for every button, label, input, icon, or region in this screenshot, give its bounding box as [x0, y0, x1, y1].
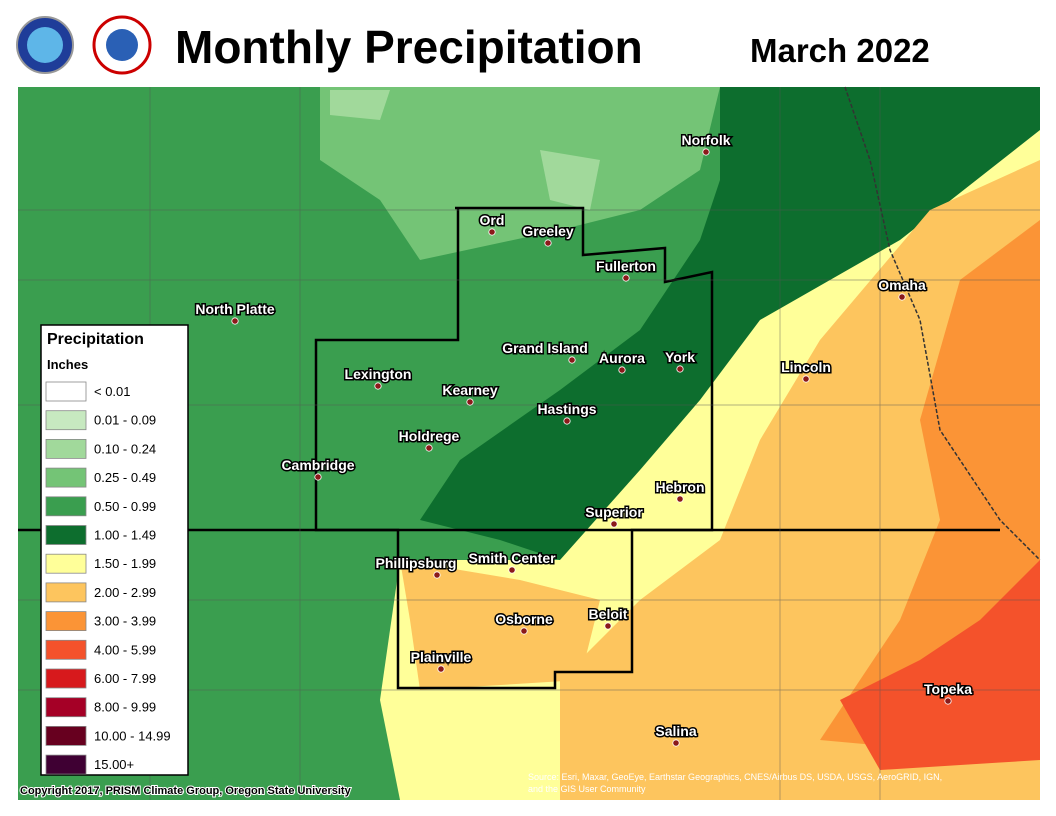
legend-label: 8.00 - 9.99 [94, 700, 156, 715]
city-label: Salina [655, 723, 696, 739]
map [18, 86, 1041, 800]
city-label: Ord [480, 212, 505, 228]
legend-swatch [45, 668, 87, 689]
city-marker [604, 622, 612, 630]
city-marker [672, 739, 680, 747]
city-label: North Platte [195, 301, 275, 317]
city-label: Lincoln [781, 359, 831, 375]
city-label: Smith Center [468, 550, 556, 566]
city-label: Kearney [442, 382, 497, 398]
city-marker [622, 274, 630, 282]
city-label: Phillipsburg [376, 555, 457, 571]
cities: Norfolk Ord Greeley Fullerton North Platte Om… [194, 131, 974, 747]
legend-label: 2.00 - 2.99 [94, 585, 156, 600]
city-label: Aurora [599, 350, 645, 366]
legend-label: < 0.01 [94, 384, 131, 399]
legend-swatch [45, 467, 87, 488]
copyright: Copyright 2017, PRISM Climate Group, Ore… [20, 785, 352, 797]
legend-swatch [45, 438, 87, 459]
legend-label: 0.01 - 0.09 [94, 413, 156, 428]
legend-label: 0.50 - 0.99 [94, 499, 156, 514]
date: March 2022 [750, 32, 930, 69]
city-marker [676, 495, 684, 503]
city-marker [437, 665, 445, 673]
city-marker [374, 382, 382, 390]
city-label: Grand Island [502, 340, 588, 356]
city-marker [425, 444, 433, 452]
legend-label: 6.00 - 7.99 [94, 671, 156, 686]
city-label: Fullerton [596, 258, 656, 274]
legend-units: Inches [47, 357, 88, 372]
legend-swatch [45, 381, 87, 402]
city-marker [488, 228, 496, 236]
city-label: Hebron [656, 479, 705, 495]
legend-swatch [45, 639, 87, 660]
city-marker [944, 697, 952, 705]
legend-label: 3.00 - 3.99 [94, 614, 156, 629]
title: Monthly Precipitation [175, 21, 643, 73]
city-label: Beloit [589, 606, 628, 622]
legend-label: 0.10 - 0.24 [94, 441, 156, 456]
city-marker [610, 520, 618, 528]
legend-swatch [45, 754, 87, 775]
source: and the GIS User Community [528, 784, 646, 794]
city-label: Plainville [411, 649, 472, 665]
city-marker [898, 293, 906, 301]
city-label: Lexington [345, 366, 412, 382]
city-marker [568, 356, 576, 364]
city-label: Norfolk [682, 132, 731, 148]
legend-label: 10.00 - 14.99 [94, 728, 171, 743]
city-marker [466, 398, 474, 406]
legend-label: 0.25 - 0.49 [94, 470, 156, 485]
city-marker [433, 571, 441, 579]
legend-swatch [45, 582, 87, 603]
legend-label: 15.00+ [94, 757, 134, 772]
city-marker [314, 473, 322, 481]
city-label: Cambridge [281, 457, 354, 473]
city-marker [802, 375, 810, 383]
city-marker [563, 417, 571, 425]
city-marker [618, 366, 626, 374]
city-label: Omaha [878, 277, 926, 293]
city-label: York [665, 349, 695, 365]
legend-label: 1.50 - 1.99 [94, 556, 156, 571]
city-marker [520, 627, 528, 635]
legend-swatch [45, 410, 87, 431]
city-marker [676, 365, 684, 373]
legend-label: 1.00 - 1.49 [94, 528, 156, 543]
legend-items: < 0.01 0.01 - 0.09 0.10 - 0.24 0.25 - 0.49 0… [45, 381, 171, 775]
legend-swatch [45, 697, 87, 718]
city-label: Superior [585, 504, 643, 520]
legend: Precipitation Inches < 0.01 0.01 - 0.09 0.… [40, 324, 189, 776]
city-marker [508, 566, 516, 574]
legend-swatch [45, 553, 87, 574]
city-label: Greeley [522, 223, 574, 239]
legend-title: Precipitation [47, 331, 144, 348]
legend-label: 4.00 - 5.99 [94, 642, 156, 657]
legend-swatch [45, 611, 87, 631]
logos [16, 15, 152, 75]
city-label: Hastings [537, 401, 596, 417]
city-label: Holdrege [399, 428, 460, 444]
legend-swatch [45, 726, 87, 746]
city-marker [231, 317, 239, 325]
city-marker [544, 239, 552, 247]
city-label: Osborne [495, 611, 553, 627]
legend-swatch [45, 525, 87, 545]
city-label: Topeka [924, 681, 972, 697]
legend-swatch [45, 496, 87, 517]
city-marker [702, 148, 710, 156]
source: Source: Esri, Maxar, GeoEye, Earthstar G… [528, 772, 942, 782]
